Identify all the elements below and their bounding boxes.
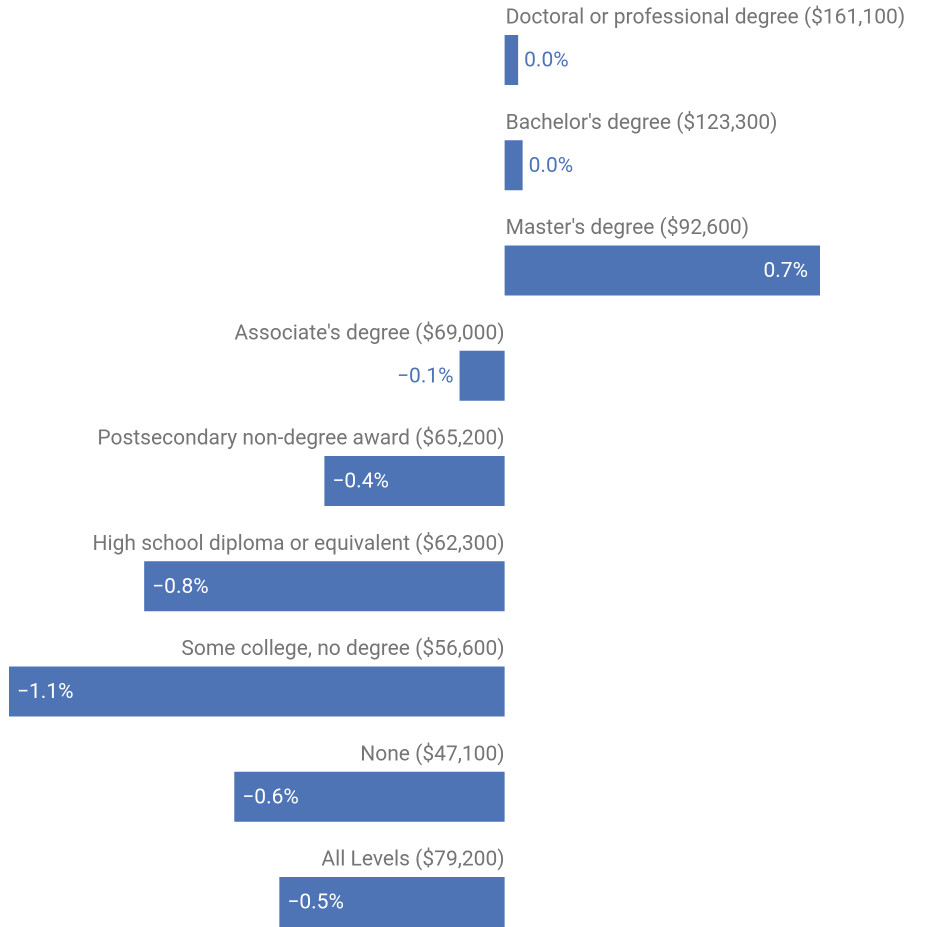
category-label: Associate's degree ($69,000) <box>234 321 504 345</box>
category-label: Some college, no degree ($56,600) <box>181 637 504 661</box>
bar <box>324 456 505 506</box>
value-label: 0.7% <box>763 259 808 283</box>
value-label: −0.5% <box>287 891 344 915</box>
bar <box>504 35 519 85</box>
category-label: All Levels ($79,200) <box>321 848 504 872</box>
value-label: −1.1% <box>17 680 74 704</box>
bar <box>9 666 505 717</box>
bar <box>504 140 523 191</box>
category-label: Master's degree ($92,600) <box>506 216 749 240</box>
value-label: 0.0% <box>524 49 569 73</box>
value-label: 0.0% <box>529 154 574 178</box>
category-label: Postsecondary non-degree award ($65,200) <box>97 427 504 451</box>
category-label: Doctoral or professional degree ($161,10… <box>506 6 906 30</box>
bar <box>144 561 505 612</box>
bar <box>279 877 505 927</box>
category-label: Bachelor's degree ($123,300) <box>506 111 778 135</box>
category-label: None ($47,100) <box>360 742 504 766</box>
bar <box>459 350 505 401</box>
value-label: −0.6% <box>242 785 299 809</box>
bar <box>234 771 505 822</box>
value-label: −0.1% <box>397 364 454 388</box>
bar <box>504 245 820 296</box>
category-label: High school diploma or equivalent ($62,3… <box>93 532 505 556</box>
value-label: −0.4% <box>332 470 389 494</box>
value-label: −0.8% <box>152 575 209 599</box>
